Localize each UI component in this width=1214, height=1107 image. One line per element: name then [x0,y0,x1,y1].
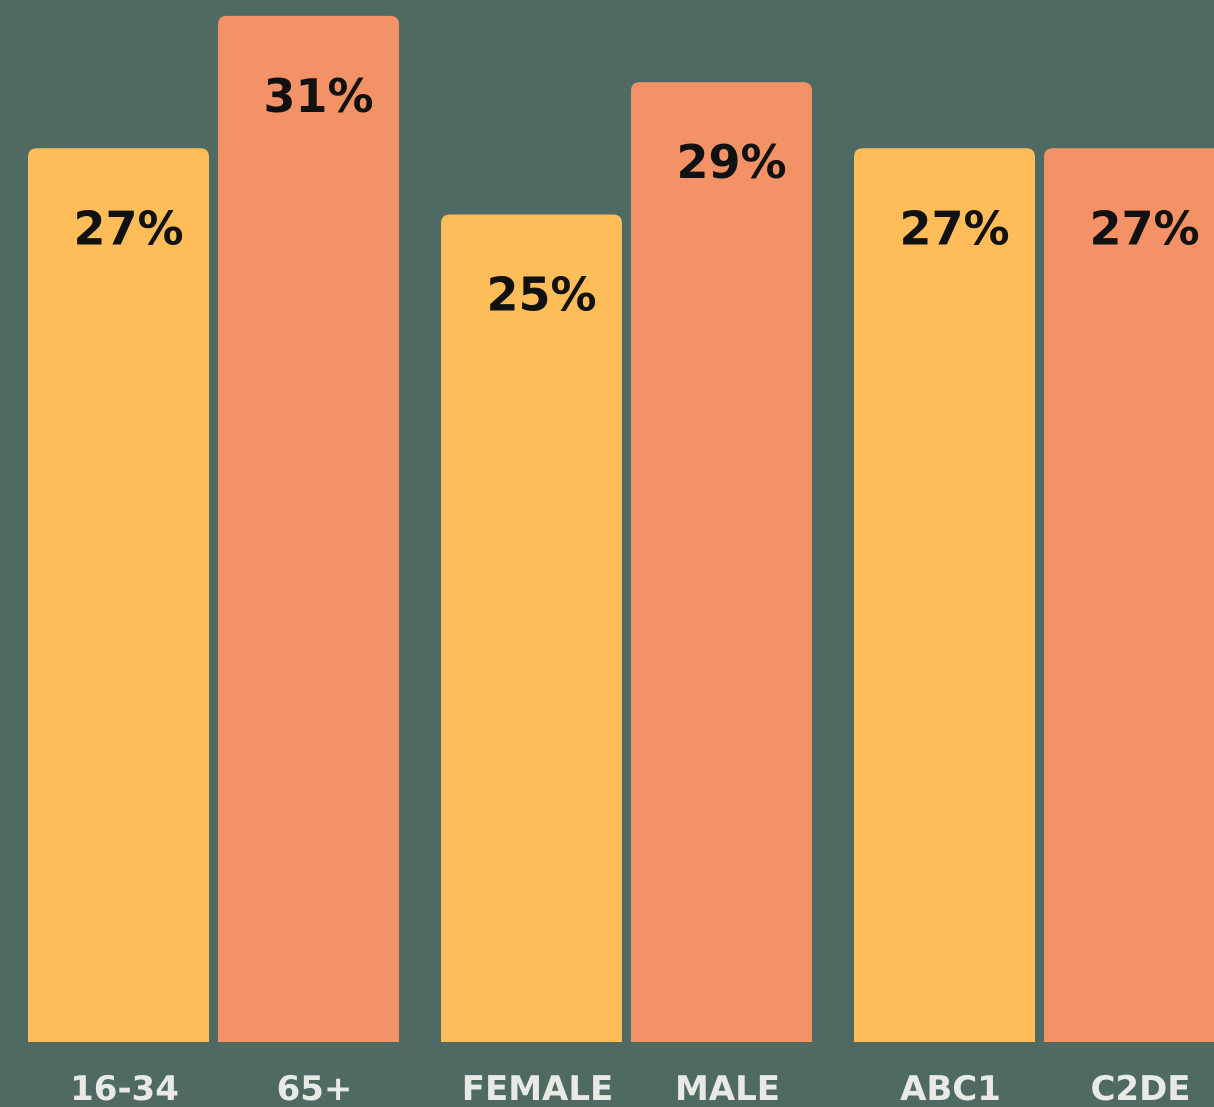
x-tick-label: C2DE [1090,1069,1190,1107]
bar [1044,148,1214,1042]
bar [631,82,812,1043]
value-label: 27% [73,201,183,255]
value-label: 29% [676,135,786,189]
bar [854,148,1035,1043]
bar [28,148,209,1043]
bar [218,15,399,1042]
x-tick-label: 16-34 [70,1069,179,1107]
x-tick-label: ABC1 [900,1069,1001,1107]
value-label: 27% [1089,201,1199,255]
value-label: 31% [263,69,373,123]
x-tick-label: MALE [675,1069,780,1107]
x-tick-label: FEMALE [462,1069,614,1107]
value-label: 27% [899,201,1009,255]
bar [441,214,622,1042]
x-tick-label: 65+ [277,1069,353,1107]
value-label: 25% [486,268,596,322]
